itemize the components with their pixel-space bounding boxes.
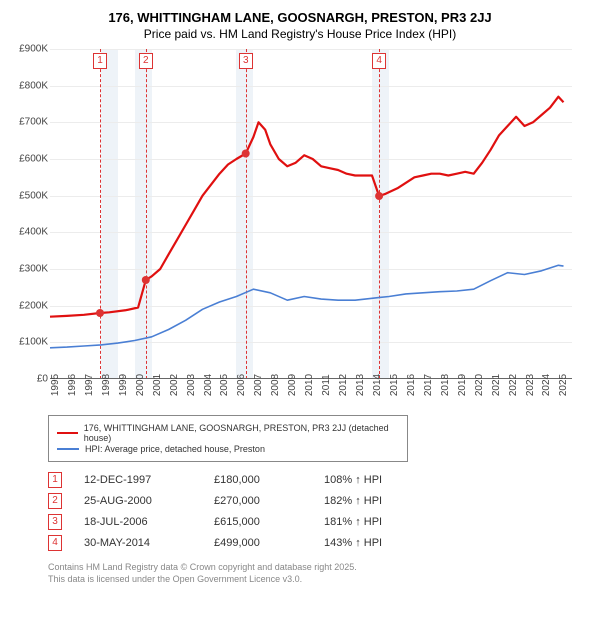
chart-lines — [50, 49, 572, 379]
table-price: £499,000 — [214, 537, 324, 549]
table-date: 18-JUL-2006 — [84, 516, 214, 528]
y-tick-label: £600K — [10, 154, 48, 165]
sale-marker — [96, 309, 104, 317]
x-tick-label: 2024 — [541, 374, 552, 396]
sale-marker — [242, 150, 250, 158]
table-pct: 108% ↑ HPI — [324, 474, 444, 486]
y-tick-label: £200K — [10, 300, 48, 311]
chart-titles: 176, WHITTINGHAM LANE, GOOSNARGH, PRESTO… — [6, 10, 594, 41]
x-tick-label: 2003 — [186, 374, 197, 396]
x-tick-label: 2019 — [457, 374, 468, 396]
table-date: 12-DEC-1997 — [84, 474, 214, 486]
table-price: £270,000 — [214, 495, 324, 507]
table-pct: 182% ↑ HPI — [324, 495, 444, 507]
x-tick-label: 2004 — [203, 374, 214, 396]
x-tick-label: 2001 — [152, 374, 163, 396]
x-tick-label: 2010 — [304, 374, 315, 396]
table-date: 25-AUG-2000 — [84, 495, 214, 507]
y-tick-label: £0 — [10, 374, 48, 385]
legend-label: 176, WHITTINGHAM LANE, GOOSNARGH, PRESTO… — [84, 423, 399, 443]
table-price: £615,000 — [214, 516, 324, 528]
y-tick-label: £700K — [10, 117, 48, 128]
x-tick-label: 2021 — [491, 374, 502, 396]
legend-swatch — [57, 432, 78, 434]
series-line-hpi — [50, 265, 564, 348]
x-tick-label: 2016 — [406, 374, 417, 396]
table-pct: 143% ↑ HPI — [324, 537, 444, 549]
x-tick-label: 2020 — [474, 374, 485, 396]
chart-plot: £0 £100K £200K £300K £400K £500K £600K £700K £80… — [10, 49, 580, 409]
x-tick-label: 1997 — [84, 374, 95, 396]
table-price: £180,000 — [214, 474, 324, 486]
legend-label: HPI: Average price, detached house, Pres… — [85, 444, 265, 454]
x-tick-label: 2018 — [440, 374, 451, 396]
legend-row: 176, WHITTINGHAM LANE, GOOSNARGH, PRESTO… — [57, 423, 399, 443]
x-tick-label: 2005 — [219, 374, 230, 396]
x-tick-label: 1996 — [67, 374, 78, 396]
chart-title: 176, WHITTINGHAM LANE, GOOSNARGH, PRESTO… — [6, 10, 594, 25]
y-tick-label: £100K — [10, 337, 48, 348]
table-marker: 4 — [48, 535, 62, 551]
x-tick-label: 2022 — [508, 374, 519, 396]
x-tick-label: 1999 — [118, 374, 129, 396]
x-tick-label: 2000 — [135, 374, 146, 396]
x-tick-label: 2023 — [525, 374, 536, 396]
table-row: 1 12-DEC-1997£180,000108% ↑ HPI — [48, 472, 594, 488]
x-tick-label: 2011 — [321, 374, 332, 396]
footer: Contains HM Land Registry data © Crown c… — [48, 561, 594, 585]
legend: 176, WHITTINGHAM LANE, GOOSNARGH, PRESTO… — [48, 415, 408, 462]
table-marker: 3 — [48, 514, 62, 530]
x-tick-label: 2012 — [338, 374, 349, 396]
plot-area: 1234 — [50, 49, 572, 379]
y-tick-label: £900K — [10, 44, 48, 55]
table-marker: 1 — [48, 472, 62, 488]
x-tick-label: 2017 — [423, 374, 434, 396]
chart-container: 176, WHITTINGHAM LANE, GOOSNARGH, PRESTO… — [0, 0, 600, 591]
sale-marker — [142, 276, 150, 284]
y-tick-label: £800K — [10, 80, 48, 91]
chart-subtitle: Price paid vs. HM Land Registry's House … — [6, 27, 594, 41]
y-tick-label: £500K — [10, 190, 48, 201]
x-tick-label: 2009 — [287, 374, 298, 396]
table-row: 3 18-JUL-2006£615,000181% ↑ HPI — [48, 514, 594, 530]
y-tick-label: £400K — [10, 227, 48, 238]
table-marker: 2 — [48, 493, 62, 509]
legend-row: HPI: Average price, detached house, Pres… — [57, 444, 399, 454]
x-tick-label: 1998 — [101, 374, 112, 396]
x-tick-label: 2008 — [270, 374, 281, 396]
x-tick-label: 2025 — [558, 374, 569, 396]
sale-marker — [375, 192, 383, 200]
y-tick-label: £300K — [10, 264, 48, 275]
series-line-price_paid — [50, 97, 564, 317]
x-tick-label: 2015 — [389, 374, 400, 396]
footer-line-1: Contains HM Land Registry data © Crown c… — [48, 561, 594, 573]
event-table: 1 12-DEC-1997£180,000108% ↑ HPI 2 25-AUG-20… — [48, 472, 594, 551]
x-tick-label: 2013 — [355, 374, 366, 396]
legend-swatch — [57, 448, 79, 450]
x-tick-label: 2014 — [372, 374, 383, 396]
x-tick-label: 2006 — [236, 374, 247, 396]
table-date: 30-MAY-2014 — [84, 537, 214, 549]
table-row: 4 30-MAY-2014£499,000143% ↑ HPI — [48, 535, 594, 551]
table-pct: 181% ↑ HPI — [324, 516, 444, 528]
x-tick-label: 2002 — [169, 374, 180, 396]
x-tick-label: 1995 — [50, 374, 61, 396]
table-row: 2 25-AUG-2000£270,000182% ↑ HPI — [48, 493, 594, 509]
x-tick-label: 2007 — [253, 374, 264, 396]
footer-line-2: This data is licensed under the Open Gov… — [48, 573, 594, 585]
